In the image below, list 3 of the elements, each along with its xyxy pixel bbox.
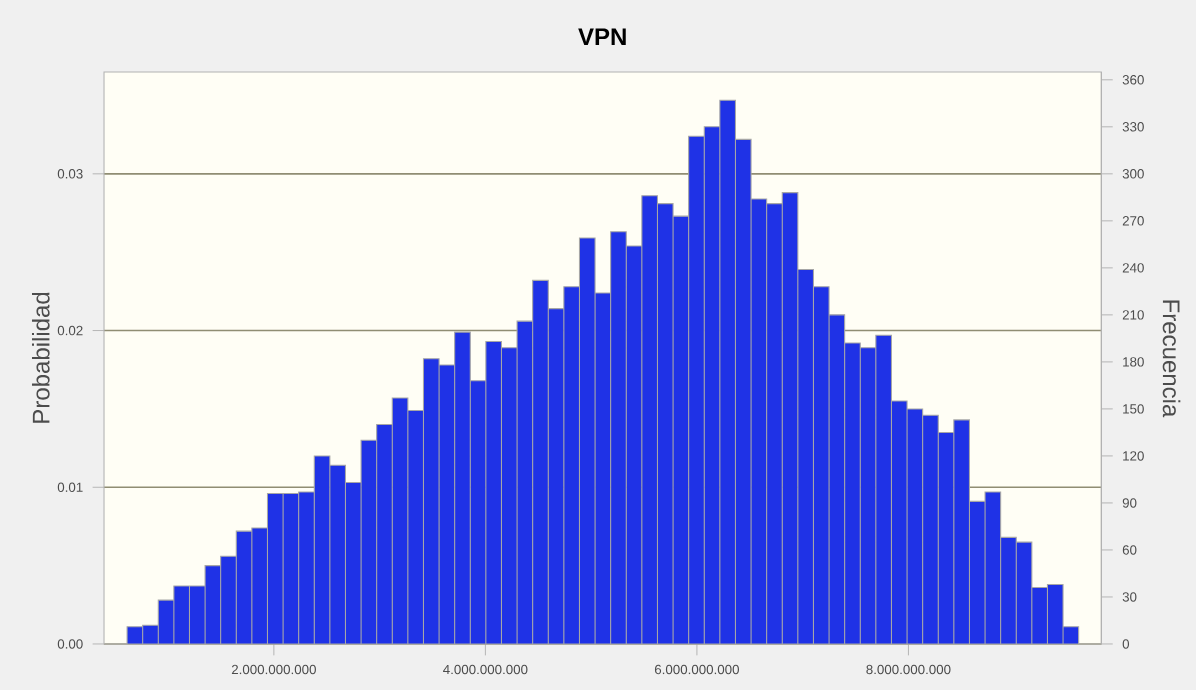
chart-title: VPN <box>578 28 626 45</box>
y-axis-title: Probabilidad <box>31 292 50 423</box>
y2-axis-title: Frecuencia <box>1162 300 1181 418</box>
